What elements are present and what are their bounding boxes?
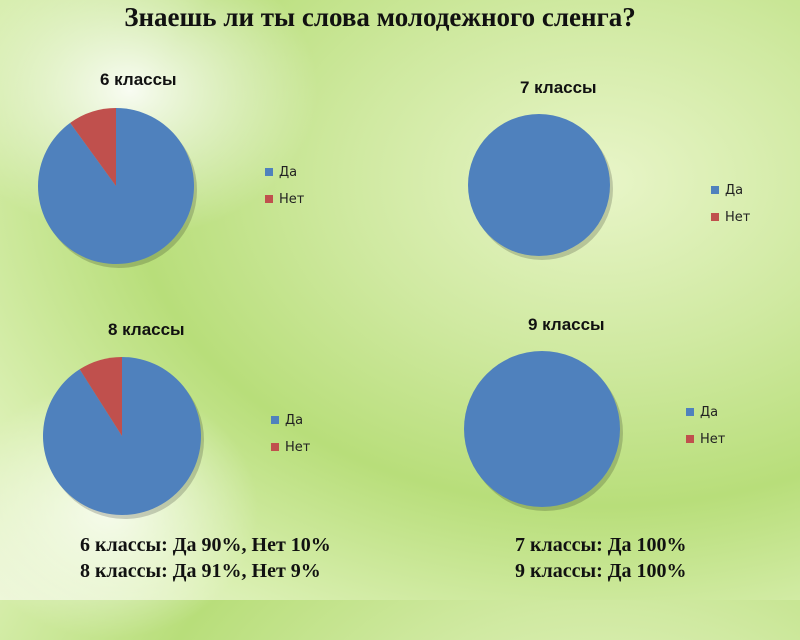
summary-right: 7 классы: Да 100% 9 классы: Да 100% <box>515 532 687 584</box>
legend-6: Да Нет <box>265 164 304 218</box>
summary-line-9: 9 классы: Да 100% <box>515 560 687 582</box>
pie-slice-no <box>79 357 122 436</box>
legend-label-no: Нет <box>279 191 305 207</box>
legend-label-yes: Да <box>725 182 744 198</box>
legend-swatch-yes <box>711 186 719 194</box>
pie-slice-yes <box>37 108 194 264</box>
legend-swatch-yes <box>271 416 279 424</box>
summary-line-6: 6 классы: Да 90%, Нет 10% <box>80 534 331 556</box>
chart-title-7: 7 классы <box>520 78 597 97</box>
legend-swatch-no <box>265 195 273 203</box>
pie-chart-9 <box>464 351 623 511</box>
chart-title-8: 8 классы <box>108 320 185 339</box>
legend-7: Да Нет <box>711 182 750 236</box>
legend-8: Да Нет <box>271 412 310 466</box>
legend-label-yes: Да <box>285 412 304 428</box>
pie-chart-8 <box>42 357 204 519</box>
legend-item-yes: Да <box>265 164 304 180</box>
legend-swatch-no <box>271 443 279 451</box>
legend-item-no: Нет <box>265 191 304 207</box>
legend-label-yes: Да <box>700 404 719 420</box>
legend-9: Да Нет <box>686 404 725 458</box>
legend-item-no: Нет <box>686 431 725 447</box>
legend-item-yes: Да <box>271 412 310 428</box>
legend-item-no: Нет <box>711 209 750 225</box>
legend-item-yes: Да <box>711 182 750 198</box>
summary-line-8: 8 классы: Да 91%, Нет 9% <box>80 560 321 582</box>
legend-swatch-no <box>686 435 694 443</box>
legend-item-no: Нет <box>271 439 310 455</box>
legend-swatch-yes <box>686 408 694 416</box>
pie-chart-7 <box>468 114 613 260</box>
pie-slice-yes <box>464 351 620 507</box>
legend-swatch-no <box>711 213 719 221</box>
summary-left: 6 классы: Да 90%, Нет 10% 8 классы: Да 9… <box>80 532 331 584</box>
legend-label-yes: Да <box>279 164 298 180</box>
chart-title-9: 9 классы <box>528 315 605 334</box>
summary-line-7: 7 классы: Да 100% <box>515 534 687 556</box>
legend-label-no: Нет <box>725 209 751 225</box>
pie-slice-yes <box>468 114 610 256</box>
pie-slice-yes <box>42 357 201 516</box>
chart-title-6: 6 классы <box>100 70 177 89</box>
legend-item-yes: Да <box>686 404 725 420</box>
pie-chart-6 <box>37 108 197 268</box>
pie-slice-no <box>70 108 116 186</box>
legend-label-no: Нет <box>700 431 726 447</box>
slide-title: Знаешь ли ты слова молодежного сленга? <box>124 2 636 32</box>
legend-swatch-yes <box>265 168 273 176</box>
legend-label-no: Нет <box>285 439 311 455</box>
